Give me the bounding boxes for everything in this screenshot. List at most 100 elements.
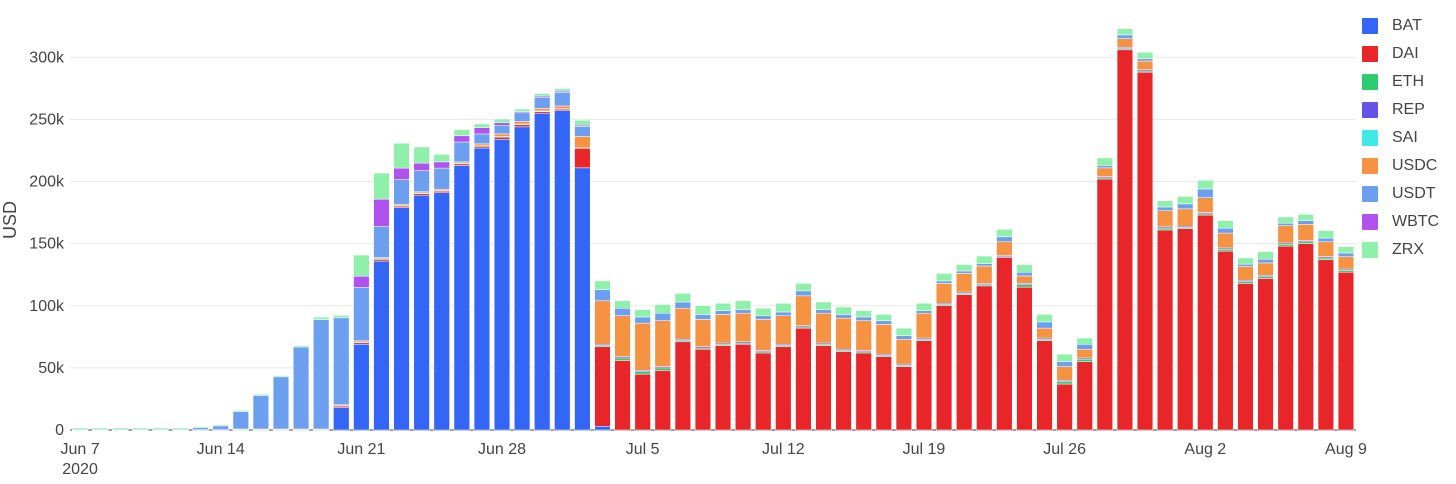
bar-usdt[interactable]: [373, 226, 390, 258]
bar-usdt[interactable]: [1116, 34, 1134, 39]
bar-usdc[interactable]: [574, 136, 591, 148]
bar-dai[interactable]: [1016, 286, 1033, 431]
bar-wbtc[interactable]: [373, 198, 390, 227]
bar-zrx[interactable]: [453, 129, 470, 137]
bar-usdt[interactable]: [1317, 237, 1334, 243]
bar-zrx[interactable]: [192, 426, 209, 429]
bar-usdc[interactable]: [1177, 208, 1194, 227]
bar-zrx[interactable]: [956, 264, 973, 272]
bar-usdc[interactable]: [1277, 225, 1294, 244]
bar-usdt[interactable]: [1337, 252, 1355, 257]
bar-zrx[interactable]: [714, 303, 732, 311]
bar-usdc[interactable]: [1016, 275, 1033, 284]
bar-bat[interactable]: [373, 260, 390, 431]
bar-eth[interactable]: [1257, 276, 1274, 279]
bar-usdt[interactable]: [1157, 206, 1174, 211]
bar-bat[interactable]: [534, 112, 551, 431]
bar-dai[interactable]: [735, 344, 752, 431]
bar-dai[interactable]: [755, 352, 772, 431]
bar-usdt[interactable]: [192, 427, 209, 430]
bar-usdc[interactable]: [815, 312, 832, 344]
bar-usdc[interactable]: [735, 312, 752, 343]
bar-dai[interactable]: [674, 341, 691, 431]
bar-usdt[interactable]: [514, 112, 531, 122]
bar-dai[interactable]: [976, 285, 993, 431]
bar-zrx[interactable]: [1317, 230, 1334, 239]
bar-dai[interactable]: [594, 346, 611, 427]
bar-usdt[interactable]: [855, 316, 872, 321]
bar-zrx[interactable]: [413, 146, 430, 164]
bar-usdc[interactable]: [1197, 197, 1214, 213]
bar-eth[interactable]: [654, 367, 671, 371]
bar-zrx[interactable]: [614, 300, 631, 309]
bar-usdt[interactable]: [714, 310, 732, 315]
bar-usdc[interactable]: [1116, 38, 1134, 48]
bar-bat[interactable]: [514, 126, 531, 431]
bar-zrx[interactable]: [1337, 246, 1355, 254]
bar-zrx[interactable]: [172, 427, 189, 430]
bar-dai[interactable]: [815, 345, 832, 431]
bar-zrx[interactable]: [333, 315, 350, 319]
bar-zrx[interactable]: [1217, 220, 1234, 229]
bar-usdc[interactable]: [473, 143, 491, 146]
bar-dai[interactable]: [1217, 250, 1234, 431]
bar-usdc[interactable]: [1337, 256, 1355, 270]
bar-eth[interactable]: [1056, 381, 1073, 385]
bar-usdc[interactable]: [714, 314, 732, 344]
bar-usdt[interactable]: [453, 141, 470, 163]
bar-eth[interactable]: [1297, 241, 1314, 244]
bar-wbtc[interactable]: [493, 122, 511, 126]
bar-wbtc[interactable]: [433, 161, 450, 169]
bar-dai[interactable]: [855, 352, 872, 431]
bar-eth[interactable]: [1237, 281, 1254, 284]
bar-usdc[interactable]: [956, 273, 973, 293]
bar-usdt[interactable]: [976, 263, 993, 267]
bar-zrx[interactable]: [835, 306, 852, 315]
bar-usdc[interactable]: [594, 300, 611, 345]
bar-zrx[interactable]: [1297, 214, 1314, 221]
bar-zrx[interactable]: [373, 172, 390, 200]
bar-usdt[interactable]: [353, 287, 370, 342]
bar-usdc[interactable]: [614, 315, 631, 357]
bar-usdt[interactable]: [594, 289, 611, 302]
bar-usdt[interactable]: [212, 425, 229, 430]
bar-dai[interactable]: [714, 345, 732, 431]
bar-usdt[interactable]: [835, 314, 852, 319]
bar-dai[interactable]: [1136, 71, 1154, 431]
bar-usdc[interactable]: [1076, 348, 1093, 359]
bar-eth[interactable]: [1217, 248, 1234, 252]
bar-zrx[interactable]: [694, 305, 712, 315]
bar-zrx[interactable]: [1056, 353, 1073, 362]
legend-item-bat[interactable]: BAT: [1362, 12, 1439, 40]
bar-zrx[interactable]: [152, 427, 169, 430]
bar-zrx[interactable]: [855, 310, 872, 318]
bar-dai[interactable]: [1096, 178, 1113, 431]
bar-usdt[interactable]: [413, 170, 430, 192]
bar-usdt[interactable]: [775, 311, 792, 316]
bar-zrx[interactable]: [594, 280, 611, 290]
bar-zrx[interactable]: [534, 93, 551, 97]
legend-item-usdt[interactable]: USDT: [1362, 180, 1439, 208]
bar-zrx[interactable]: [795, 283, 812, 292]
bar-dai[interactable]: [935, 305, 953, 431]
bar-dai[interactable]: [1297, 243, 1314, 431]
bar-zrx[interactable]: [895, 327, 912, 336]
bar-usdt[interactable]: [313, 319, 330, 430]
bar-zrx[interactable]: [775, 303, 792, 313]
bar-usdc[interactable]: [996, 241, 1013, 256]
bar-usdc[interactable]: [674, 307, 691, 340]
bar-eth[interactable]: [634, 371, 651, 375]
bar-zrx[interactable]: [473, 123, 491, 128]
bar-zrx[interactable]: [996, 229, 1013, 238]
bar-usdt[interactable]: [674, 301, 691, 309]
bar-usdt[interactable]: [956, 270, 973, 274]
bar-usdt[interactable]: [1237, 263, 1254, 267]
legend-item-dai[interactable]: DAI: [1362, 40, 1439, 68]
legend-item-zrx[interactable]: ZRX: [1362, 236, 1439, 264]
bar-bat[interactable]: [433, 192, 450, 431]
bar-usdt[interactable]: [1297, 220, 1314, 225]
bar-usdt[interactable]: [735, 309, 752, 314]
bar-usdt[interactable]: [1217, 227, 1234, 234]
bar-usdt[interactable]: [1197, 188, 1214, 198]
bar-usdc[interactable]: [1217, 232, 1234, 249]
